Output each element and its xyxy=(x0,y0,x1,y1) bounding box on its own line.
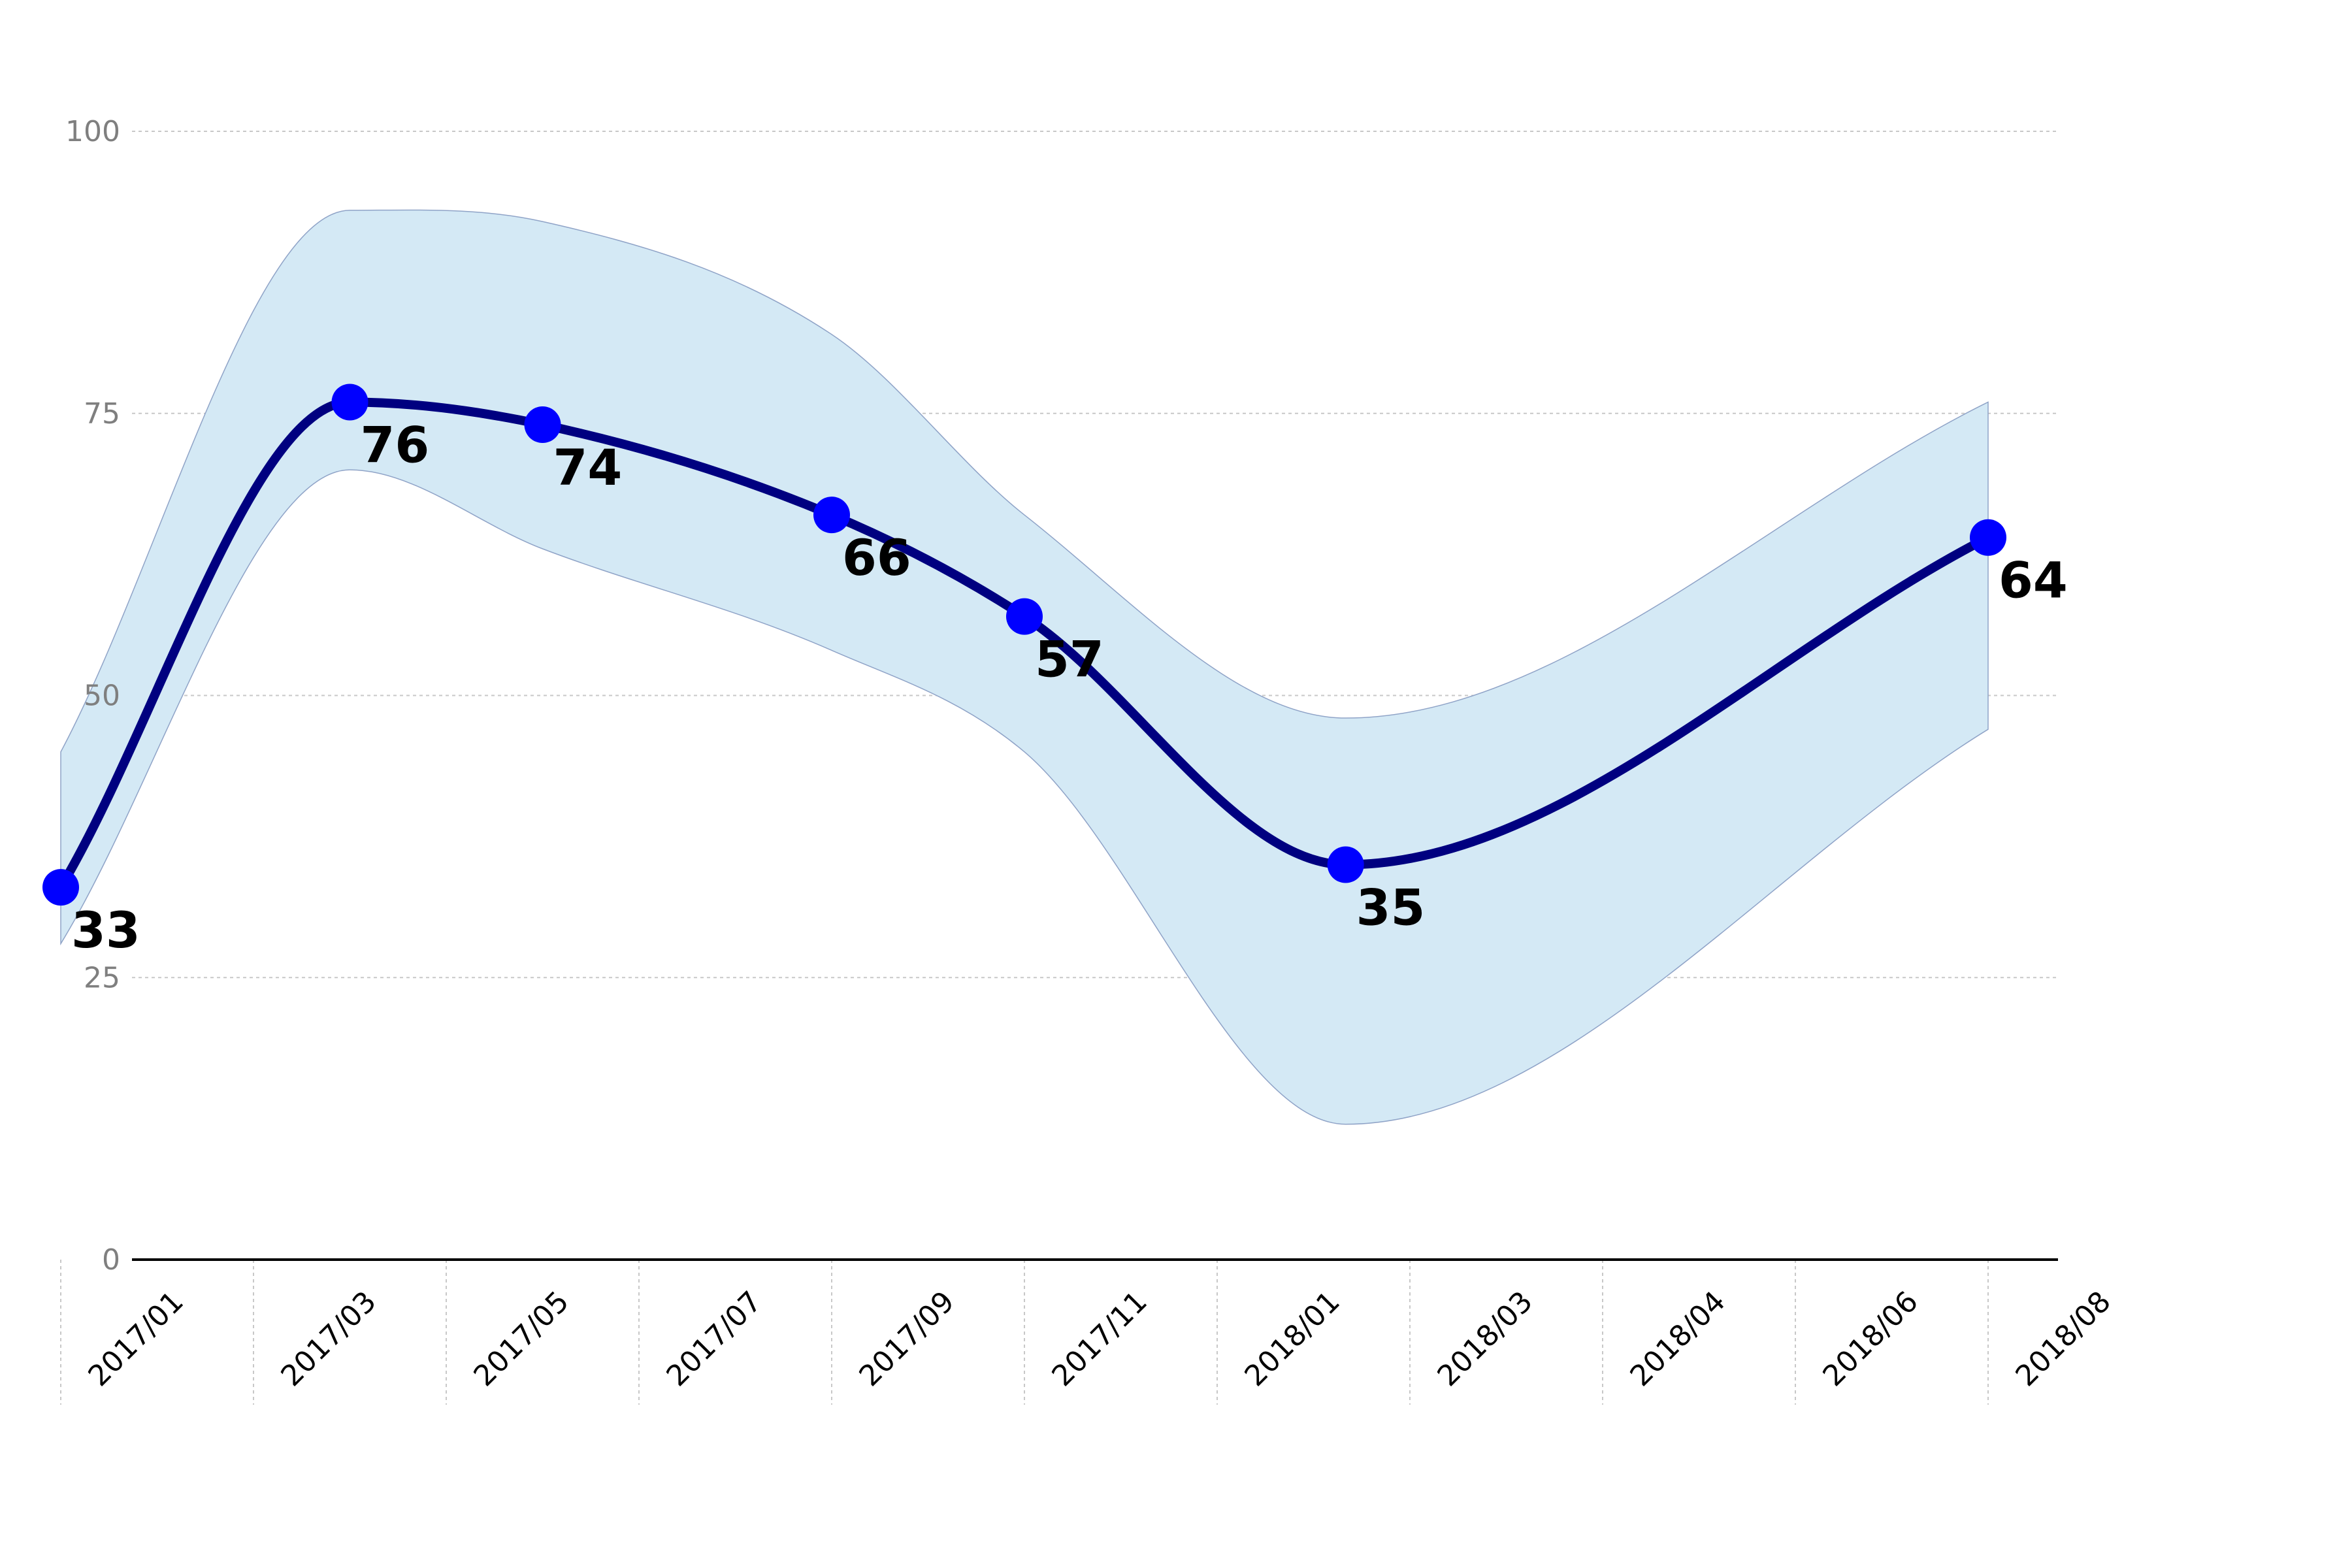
x-tick-label: 2018/03 xyxy=(1431,1285,1539,1393)
y-tick-label: 50 xyxy=(84,679,120,713)
data-point-marker xyxy=(331,384,368,421)
y-tick-label: 25 xyxy=(84,961,120,994)
marker-layer xyxy=(42,384,2006,906)
data-label: 57 xyxy=(1035,630,1104,689)
series-line xyxy=(56,397,1993,892)
data-point-marker xyxy=(1006,598,1043,635)
data-label: 76 xyxy=(361,416,430,474)
data-point-marker xyxy=(1327,846,1364,883)
data-point-marker xyxy=(42,869,79,906)
x-tick-label: 2018/06 xyxy=(1816,1285,1924,1393)
x-tick-label: 2017/03 xyxy=(274,1285,382,1393)
data-label: 64 xyxy=(1999,551,2068,610)
y-tick-label: 0 xyxy=(102,1243,120,1277)
data-label-layer: 33 76 74 66 57 35 64 xyxy=(71,416,2068,959)
data-label: 74 xyxy=(553,438,623,497)
y-tick-label: 100 xyxy=(65,115,120,148)
data-label: 35 xyxy=(1356,879,1426,937)
x-tick-label: 2018/04 xyxy=(1624,1285,1731,1393)
y-tick-label: 75 xyxy=(84,397,120,431)
x-tick-label: 2017/05 xyxy=(467,1285,575,1393)
x-tick-label: 2017/11 xyxy=(1045,1285,1153,1393)
data-label: 33 xyxy=(71,901,140,959)
x-tick-label: 2018/08 xyxy=(2009,1285,2117,1393)
x-tick-label: 2017/07 xyxy=(660,1285,768,1393)
x-tick-label: 2017/09 xyxy=(853,1285,960,1393)
x-tick-label: 2018/01 xyxy=(1238,1285,1346,1393)
data-point-marker xyxy=(1970,519,2006,556)
data-point-marker xyxy=(813,497,850,534)
data-point-marker xyxy=(524,406,561,444)
x-tick-label: 2017/01 xyxy=(82,1285,189,1393)
series-line-layer xyxy=(56,397,1993,892)
confidence-band-layer xyxy=(60,209,1989,1125)
confidence-band xyxy=(60,209,1989,1125)
data-label: 66 xyxy=(842,529,911,587)
